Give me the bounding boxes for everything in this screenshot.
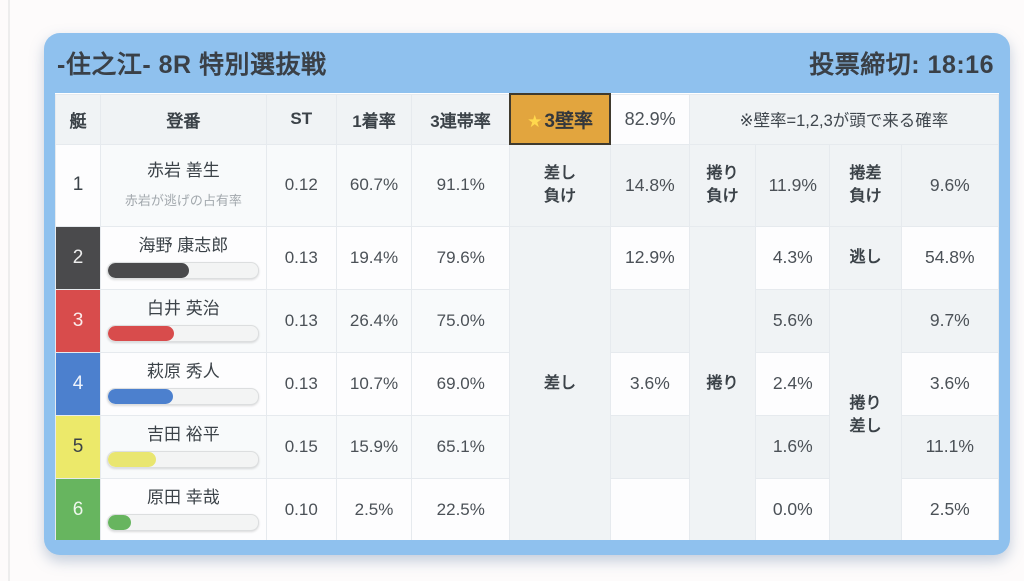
progress-bar [107, 514, 260, 532]
tactic-label-makuri: 捲り [688, 225, 757, 540]
tactic-value: 3.6% [900, 351, 999, 416]
progress-fill [108, 515, 131, 531]
progress-fill [108, 452, 157, 468]
progress-bar [107, 388, 260, 406]
tactic-value: 0.0% [755, 477, 831, 540]
race-table: 艇 登番 ST 1着率 3連帯率 ★ 3壁率 82.9% ※壁率=1,2,3が頭で… [55, 93, 999, 540]
boat-number-cell: 5 [55, 414, 102, 479]
progress-fill [108, 389, 173, 405]
tactic-value: 2.5% [900, 477, 999, 540]
st-value: 0.13 [265, 225, 337, 290]
racer-cell: 萩原 秀人 [100, 351, 267, 416]
boat-column-header: 艇 [55, 93, 102, 145]
tactic-value: 54.8% [900, 225, 999, 290]
racer-cell: 白井 英治 [100, 288, 267, 353]
tactic-value: 5.6% [755, 288, 831, 353]
tactic-label-nigashi: 逃し [829, 225, 902, 290]
table-row: 4 萩原 秀人 0.13 10.7% 69.0% 3.6% 2.4% 3.6% [55, 351, 999, 416]
tactic-label-sashi: 差し [509, 225, 611, 540]
wall-rate-button[interactable]: ★ 3壁率 [508, 93, 612, 145]
tactic-label-makurizashi: 捲り 差し [829, 288, 902, 540]
racer-cell: 赤岩 善生 赤岩が逃げの占有率 [100, 143, 267, 227]
table-row: 2 海野 康志郎 0.13 19.4% 79.6% 差し 12.9% 捲り 4.… [55, 225, 999, 540]
tactic-value: 4.3% [755, 225, 831, 290]
top3-rate-column-header: 3連帯率 [411, 93, 511, 145]
table-row: 3 白井 英治 0.13 26.4% 75.0% 5.6% 捲り 差し 9.7% [55, 288, 999, 540]
race-card-header: -住之江- 8R 特別選抜戦 投票締切: 18:16 [44, 33, 1010, 93]
racer-name: 原田 幸哉 [147, 487, 220, 507]
st-value: 0.13 [265, 288, 337, 353]
tactic-value [609, 414, 690, 479]
tactic-value: 12.9% [609, 225, 690, 290]
boat-number-cell: 3 [55, 288, 102, 353]
tactic-value [609, 477, 690, 540]
racer-name: 萩原 秀人 [147, 361, 220, 381]
tactic-value: 11.9% [755, 143, 831, 227]
wall-rate-note: ※壁率=1,2,3が頭で来る確率 [688, 93, 999, 145]
tactic-value: 9.6% [900, 143, 999, 227]
win-rate-value: 19.4% [335, 225, 413, 290]
table-row: 1 赤岩 善生 赤岩が逃げの占有率 0.12 60.7% 91.1% 差し 負け… [55, 143, 999, 227]
progress-bar [107, 451, 260, 469]
progress-fill [108, 326, 175, 342]
racer-name: 海野 康志郎 [138, 235, 229, 255]
race-card: -住之江- 8R 特別選抜戦 投票締切: 18:16 艇 登番 ST 1着率 3… [44, 33, 1010, 555]
win-rate-value: 2.5% [335, 477, 413, 540]
win-rate-column-header: 1着率 [335, 93, 413, 145]
tactic-value: 11.1% [900, 414, 999, 479]
win-rate-value: 26.4% [335, 288, 413, 353]
race-title: -住之江- 8R 特別選抜戦 [57, 51, 327, 79]
top3-rate-value: 69.0% [411, 351, 511, 416]
tactic-value: 3.6% [609, 351, 690, 416]
boat-number-cell: 2 [55, 225, 102, 290]
table-row: 6 原田 幸哉 0.10 2.5% 22.5% 0.0% 2.5% [55, 477, 999, 540]
tactic-label-makuri-make: 捲り 負け [688, 143, 757, 227]
wall-rate-button-label: 3壁率 [544, 110, 593, 132]
st-value: 0.12 [265, 143, 337, 227]
win-rate-value: 60.7% [335, 143, 413, 227]
racer-cell: 海野 康志郎 [100, 225, 267, 290]
vote-deadline: 投票締切: 18:16 [809, 51, 994, 79]
racer-name: 白井 英治 [147, 298, 220, 318]
st-value: 0.10 [265, 477, 337, 540]
tactic-value: 9.7% [900, 288, 999, 353]
progress-bar [107, 325, 260, 343]
racer-name: 吉田 裕平 [147, 424, 220, 444]
tactic-label-sashi-make: 差し 負け [509, 143, 611, 227]
racer-subtitle: 赤岩が逃げの占有率 [124, 192, 242, 208]
win-rate-value: 10.7% [335, 351, 413, 416]
progress-bar [107, 262, 260, 280]
tactic-value: 1.6% [755, 414, 831, 479]
st-value: 0.15 [265, 414, 337, 479]
star-icon: ★ [527, 111, 543, 131]
boat-number-cell: 6 [55, 477, 102, 540]
tactic-value: 2.4% [755, 351, 831, 416]
racer-cell: 吉田 裕平 [100, 414, 267, 479]
table-row: 5 吉田 裕平 0.15 15.9% 65.1% 1.6% 11.1% [55, 414, 999, 479]
boat-number-cell: 1 [55, 143, 102, 227]
race-table-container: 艇 登番 ST 1着率 3連帯率 ★ 3壁率 82.9% ※壁率=1,2,3が頭で… [55, 93, 999, 540]
racer-cell: 原田 幸哉 [100, 477, 267, 540]
top3-rate-value: 91.1% [411, 143, 511, 227]
boat-number-cell: 4 [55, 351, 102, 416]
st-column-header: ST [265, 93, 337, 145]
table-header-row: 艇 登番 ST 1着率 3連帯率 ★ 3壁率 82.9% ※壁率=1,2,3が頭で… [55, 93, 999, 145]
st-value: 0.13 [265, 351, 337, 416]
top3-rate-value: 22.5% [411, 477, 511, 540]
wall-rate-value: 82.9% [609, 93, 690, 145]
top3-rate-value: 65.1% [411, 414, 511, 479]
tactic-label-makurizashi-make: 捲差 負け [829, 143, 902, 227]
top3-rate-value: 75.0% [411, 288, 511, 353]
top3-rate-value: 79.6% [411, 225, 511, 290]
tactic-value [609, 288, 690, 353]
racer-name: 赤岩 善生 [147, 161, 220, 181]
progress-fill [108, 263, 190, 279]
racer-column-header: 登番 [100, 93, 267, 145]
tactic-value: 14.8% [609, 143, 690, 227]
page-edge-line [8, 0, 10, 581]
win-rate-value: 15.9% [335, 414, 413, 479]
